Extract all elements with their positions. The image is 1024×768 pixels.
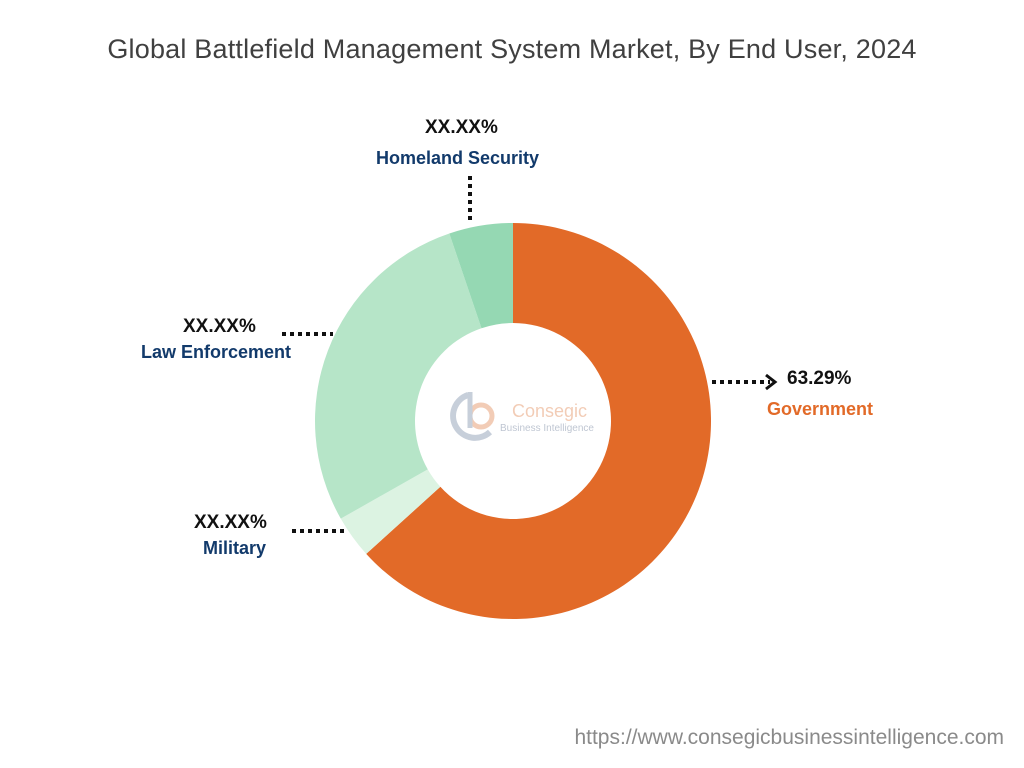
military-label: Military [203, 538, 266, 558]
footer-url[interactable]: https://www.consegicbusinessintelligence… [574, 726, 1004, 749]
law-enforcement-percent: XX.XX% [183, 316, 256, 337]
slice-homeland-security [449, 223, 513, 329]
chart-title: Global Battlefield Management System Mar… [107, 34, 917, 64]
law-enforcement-label: Law Enforcement [141, 342, 291, 362]
logo-mark-icon [450, 392, 493, 441]
slice-government [366, 223, 711, 620]
homeland-security-label: Homeland Security [376, 148, 539, 168]
government-arrow-icon [765, 373, 778, 391]
military-percent: XX.XX% [194, 512, 267, 533]
logo-b-icon [467, 402, 495, 430]
slice-military [340, 469, 441, 554]
watermark-logo: Consegic Business Intelligence [450, 392, 594, 441]
watermark-name: Consegic [512, 401, 587, 421]
slice-law-enforcement [315, 233, 482, 519]
homeland-security-percent: XX.XX% [425, 117, 498, 138]
watermark-tagline: Business Intelligence [500, 423, 594, 434]
government-label: Government [767, 399, 873, 419]
government-percent: 63.29% [787, 368, 852, 389]
